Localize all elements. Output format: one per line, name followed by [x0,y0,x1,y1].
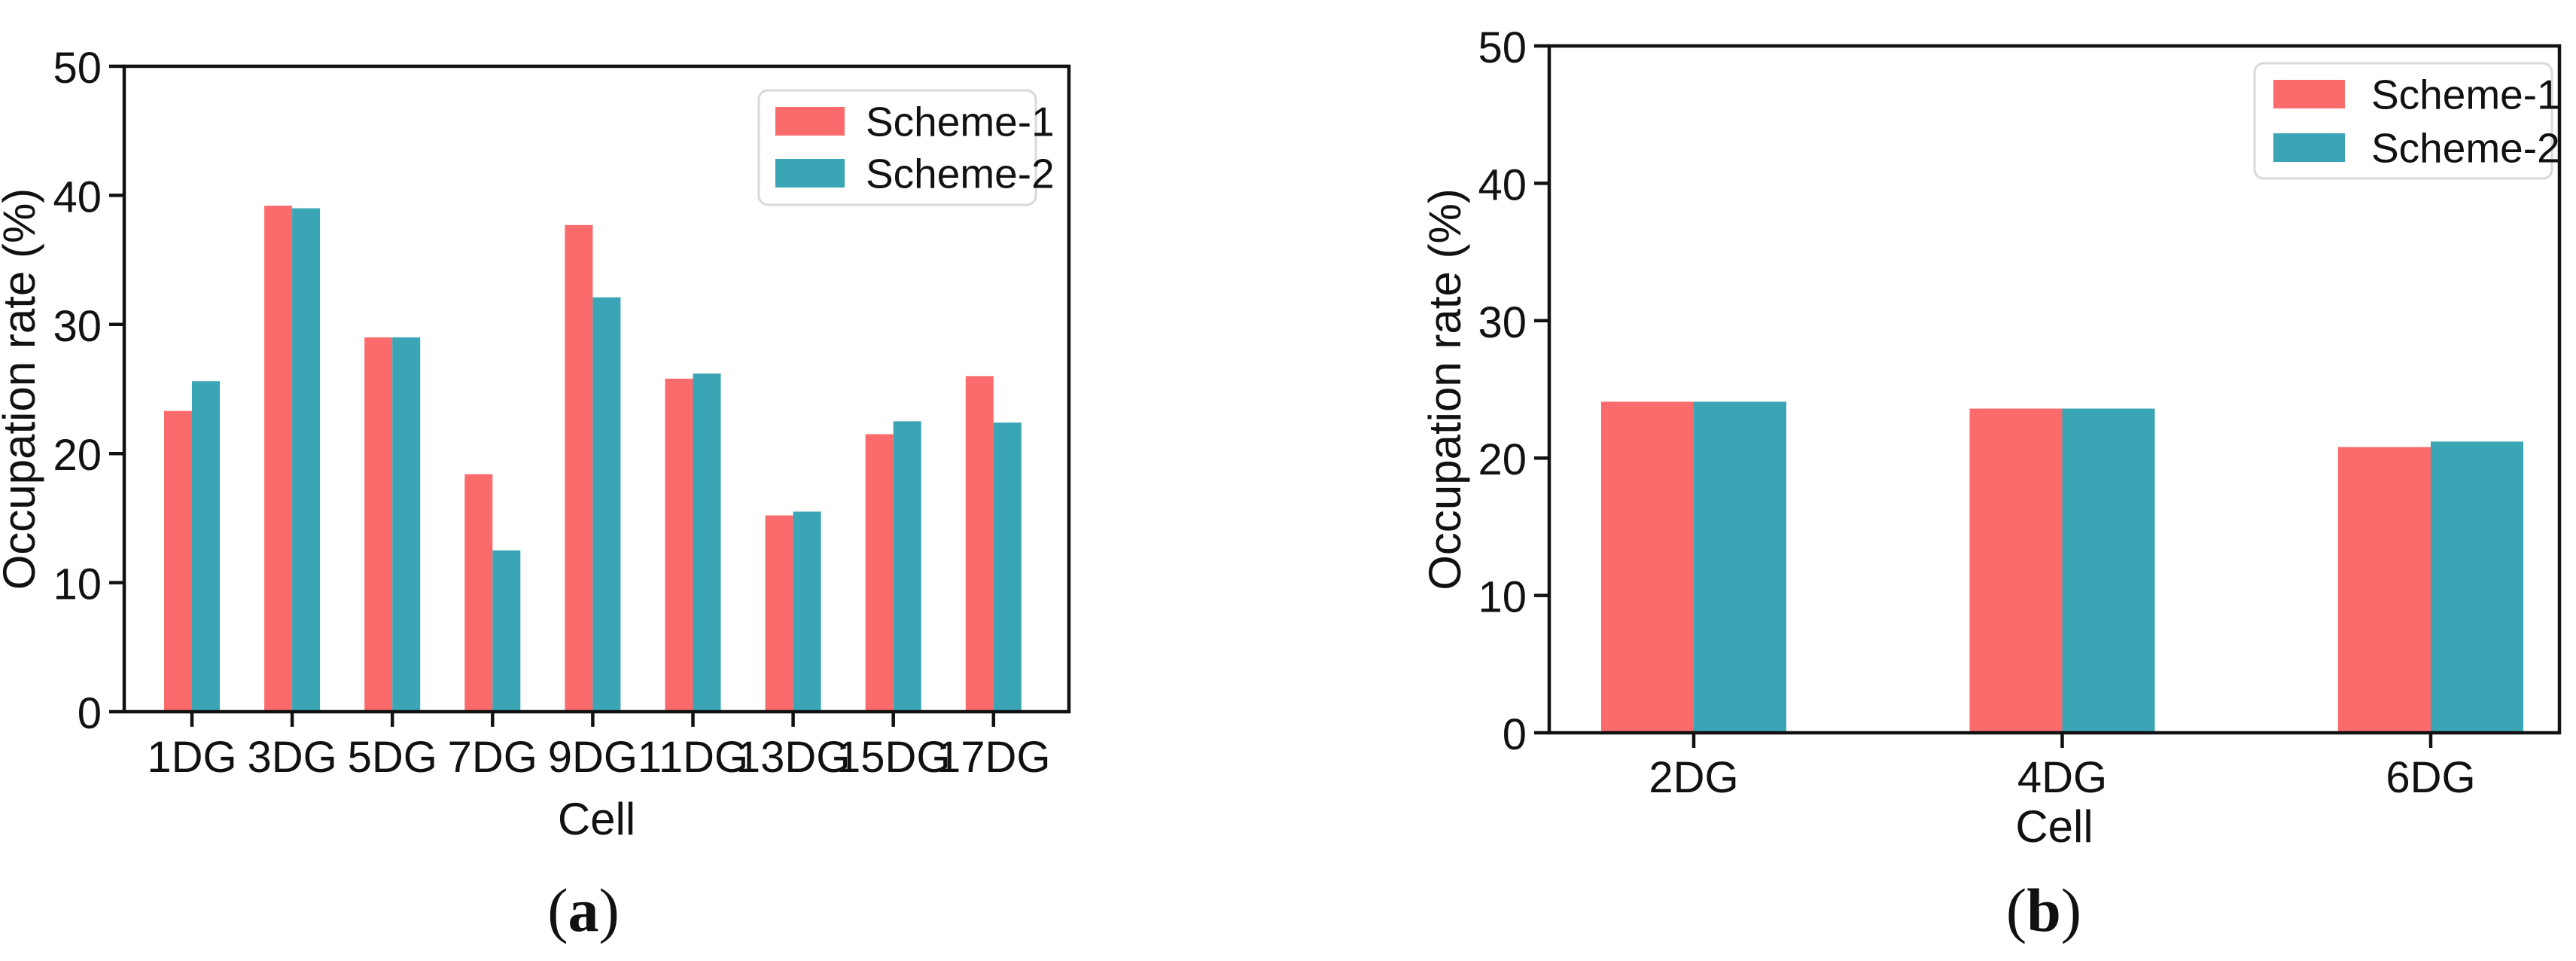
y-tick-label-40: 40 [1478,160,1527,209]
y-tick-label-0: 0 [1503,710,1527,759]
legend-label-scheme-2: Scheme-2 [866,150,1055,197]
legend-label-scheme-1: Scheme-1 [2371,71,2560,117]
bar-scheme-2-7dg [492,550,521,712]
legend-swatch-scheme-2 [775,159,845,188]
bar-scheme-2-5dg [392,337,421,712]
caption-a-close: ) [598,876,620,944]
caption-b-letter: b [2026,876,2061,944]
x-tick-label-11dg: 11DG [638,733,748,782]
x-axis-label: Cell [558,794,635,844]
bar-scheme-1-6dg [2338,447,2431,733]
bar-scheme-1-5dg [364,337,393,712]
x-tick-label-1dg: 1DG [147,733,236,782]
x-tick-label-17dg: 17DG [936,733,1051,782]
caption-a-letter: a [568,876,599,944]
bar-scheme-2-1dg [192,381,220,712]
bar-scheme-1-15dg [865,434,894,712]
y-axis-label: Occupation rate (%) [1420,188,1470,590]
bar-scheme-1-2dg [1601,401,1694,733]
bar-scheme-2-4dg [2062,408,2155,733]
x-tick-label-13dg: 13DG [736,733,851,782]
plot-border [1547,44,2562,735]
x-tick-label-9dg: 9DG [548,733,638,782]
legend-swatch-scheme-1 [2273,80,2345,108]
x-tick-label-7dg: 7DG [448,733,537,782]
bar-scheme-2-15dg [893,421,921,712]
bar-scheme-2-2dg [1694,401,1786,733]
x-axis-label: Cell [2015,801,2093,852]
bar-scheme-2-17dg [993,423,1022,712]
bar-scheme-2-11dg [693,373,721,712]
x-tick-label-6dg: 6DG [2386,753,2475,802]
caption-b-open: ( [2005,876,2027,944]
chart-panel-a: 1DG 3DG 5DG 7DG 9DG 11DG 13DG 15DG 17DG 0 10 20 30 40… [0,0,1174,961]
caption-a: (a) [547,880,620,941]
y-tick-label-10: 10 [1478,573,1527,622]
bar-scheme-1-7dg [464,474,493,712]
y-tick-label-30: 30 [1478,298,1527,347]
y-tick-label-40: 40 [53,172,102,221]
chart-panel-b: 2DG 4DG 6DG 0 10 20 30 40 50 Occupation rate (%) C… [1400,0,2576,961]
x-tick-label-4dg: 4DG [2017,753,2107,802]
bar-scheme-1-1dg [164,410,192,712]
y-tick-label-10: 10 [53,560,102,609]
chart-b-svg: 2DG 4DG 6DG 0 10 20 30 40 50 Occupation rate (%) C… [1420,23,2562,852]
plot-border [122,64,1071,714]
y-tick-label-0: 0 [78,689,102,738]
caption-b: (b) [2006,880,2081,941]
legend-label-scheme-1: Scheme-1 [866,98,1055,145]
y-tick-label-20: 20 [1478,435,1527,484]
bar-scheme-2-3dg [292,208,321,712]
y-tick-label-50: 50 [53,44,102,93]
bar-scheme-1-4dg [1969,408,2063,733]
bar-scheme-2-6dg [2431,441,2523,733]
bar-scheme-1-13dg [765,515,793,712]
bar-scheme-1-3dg [264,206,293,712]
bar-scheme-1-17dg [965,376,994,712]
y-axis-label: Occupation rate (%) [0,188,44,590]
caption-a-open: ( [547,876,568,944]
bar-scheme-1-11dg [665,378,693,712]
bar-scheme-2-9dg [592,297,621,712]
y-tick-label-30: 30 [53,302,102,351]
x-tick-label-2dg: 2DG [1649,753,1738,802]
x-tick-label-15dg: 15DG [836,733,951,782]
legend-label-scheme-2: Scheme-2 [2371,124,2560,171]
y-tick-label-50: 50 [1478,23,1527,72]
legend-swatch-scheme-1 [775,107,845,136]
y-tick-label-20: 20 [53,431,102,480]
legend-swatch-scheme-2 [2273,133,2345,162]
x-tick-label-3dg: 3DG [247,733,336,782]
bar-scheme-1-9dg [565,224,593,712]
caption-b-close: ) [2060,876,2082,944]
bar-scheme-2-13dg [793,511,821,712]
x-tick-label-5dg: 5DG [348,733,437,782]
